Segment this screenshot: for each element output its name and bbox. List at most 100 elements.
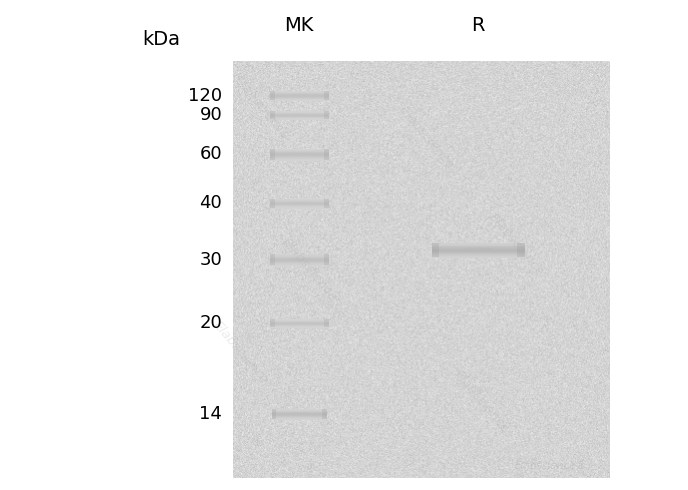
Bar: [270, 93, 329, 94]
Bar: [270, 115, 329, 116]
Bar: [270, 98, 329, 99]
Bar: [270, 261, 329, 262]
Bar: [270, 92, 329, 93]
Text: Elabscience: Elabscience: [451, 368, 512, 436]
Bar: [270, 99, 329, 100]
Bar: [432, 248, 525, 249]
Bar: [270, 149, 329, 150]
Text: 30: 30: [200, 251, 222, 269]
Text: R: R: [471, 16, 485, 35]
Bar: [270, 204, 329, 205]
Bar: [270, 155, 329, 156]
Bar: [270, 159, 329, 160]
FancyBboxPatch shape: [324, 91, 329, 100]
Bar: [432, 256, 525, 257]
FancyBboxPatch shape: [270, 319, 275, 327]
Bar: [270, 156, 329, 157]
Bar: [270, 158, 329, 159]
FancyBboxPatch shape: [432, 243, 439, 257]
Bar: [272, 413, 327, 414]
Bar: [432, 257, 525, 259]
Bar: [270, 325, 329, 326]
Text: 120: 120: [188, 87, 222, 104]
Bar: [432, 252, 525, 253]
Bar: [272, 414, 327, 415]
FancyBboxPatch shape: [270, 112, 275, 119]
Bar: [270, 152, 329, 153]
Bar: [272, 418, 327, 419]
Bar: [270, 150, 329, 151]
Bar: [270, 199, 329, 200]
Bar: [270, 327, 329, 328]
Bar: [270, 320, 329, 321]
Bar: [432, 249, 525, 251]
Bar: [432, 246, 525, 247]
Bar: [270, 255, 329, 256]
Bar: [270, 117, 329, 118]
Bar: [272, 413, 327, 414]
Bar: [270, 254, 329, 255]
Bar: [270, 323, 329, 324]
Bar: [272, 418, 327, 419]
Bar: [270, 159, 329, 160]
Bar: [270, 94, 329, 95]
Bar: [272, 411, 327, 412]
Bar: [270, 160, 329, 161]
Text: 90: 90: [200, 106, 222, 124]
Bar: [270, 116, 329, 117]
Text: Elabscience: Elabscience: [396, 103, 457, 172]
Text: Elabscience: Elabscience: [211, 318, 271, 387]
Bar: [270, 200, 329, 201]
Bar: [272, 409, 327, 410]
Bar: [270, 258, 329, 259]
Bar: [270, 262, 329, 263]
Bar: [272, 412, 327, 413]
Bar: [270, 264, 329, 265]
Bar: [270, 151, 329, 152]
Bar: [270, 154, 329, 155]
Bar: [432, 244, 525, 245]
Bar: [270, 261, 329, 262]
Bar: [432, 247, 525, 248]
Bar: [272, 415, 327, 416]
Bar: [270, 114, 329, 115]
Bar: [432, 245, 525, 246]
FancyBboxPatch shape: [270, 91, 275, 100]
Bar: [270, 259, 329, 261]
FancyBboxPatch shape: [324, 199, 329, 208]
Bar: [432, 255, 525, 256]
Bar: [270, 319, 329, 320]
Bar: [270, 205, 329, 206]
Bar: [270, 153, 329, 154]
Text: 60: 60: [200, 146, 222, 163]
Bar: [270, 93, 329, 94]
Bar: [270, 327, 329, 328]
Bar: [270, 112, 329, 113]
Bar: [270, 255, 329, 256]
Bar: [270, 113, 329, 114]
Text: 14: 14: [200, 405, 222, 423]
Bar: [270, 321, 329, 322]
Bar: [432, 249, 525, 250]
FancyBboxPatch shape: [270, 199, 275, 208]
Bar: [270, 206, 329, 207]
Text: MK: MK: [285, 16, 314, 35]
Bar: [270, 94, 329, 95]
Bar: [432, 256, 525, 258]
Bar: [270, 262, 329, 263]
Bar: [270, 155, 329, 156]
Bar: [270, 204, 329, 205]
Bar: [270, 201, 329, 202]
Bar: [272, 417, 327, 418]
Bar: [270, 91, 329, 92]
FancyBboxPatch shape: [324, 319, 329, 327]
Bar: [432, 251, 525, 252]
Bar: [270, 265, 329, 266]
FancyBboxPatch shape: [270, 149, 275, 160]
Bar: [270, 156, 329, 157]
Text: Elabscience®: Elabscience®: [515, 461, 586, 470]
Bar: [270, 96, 329, 97]
Bar: [270, 324, 329, 325]
Bar: [272, 415, 327, 416]
Bar: [270, 321, 329, 322]
